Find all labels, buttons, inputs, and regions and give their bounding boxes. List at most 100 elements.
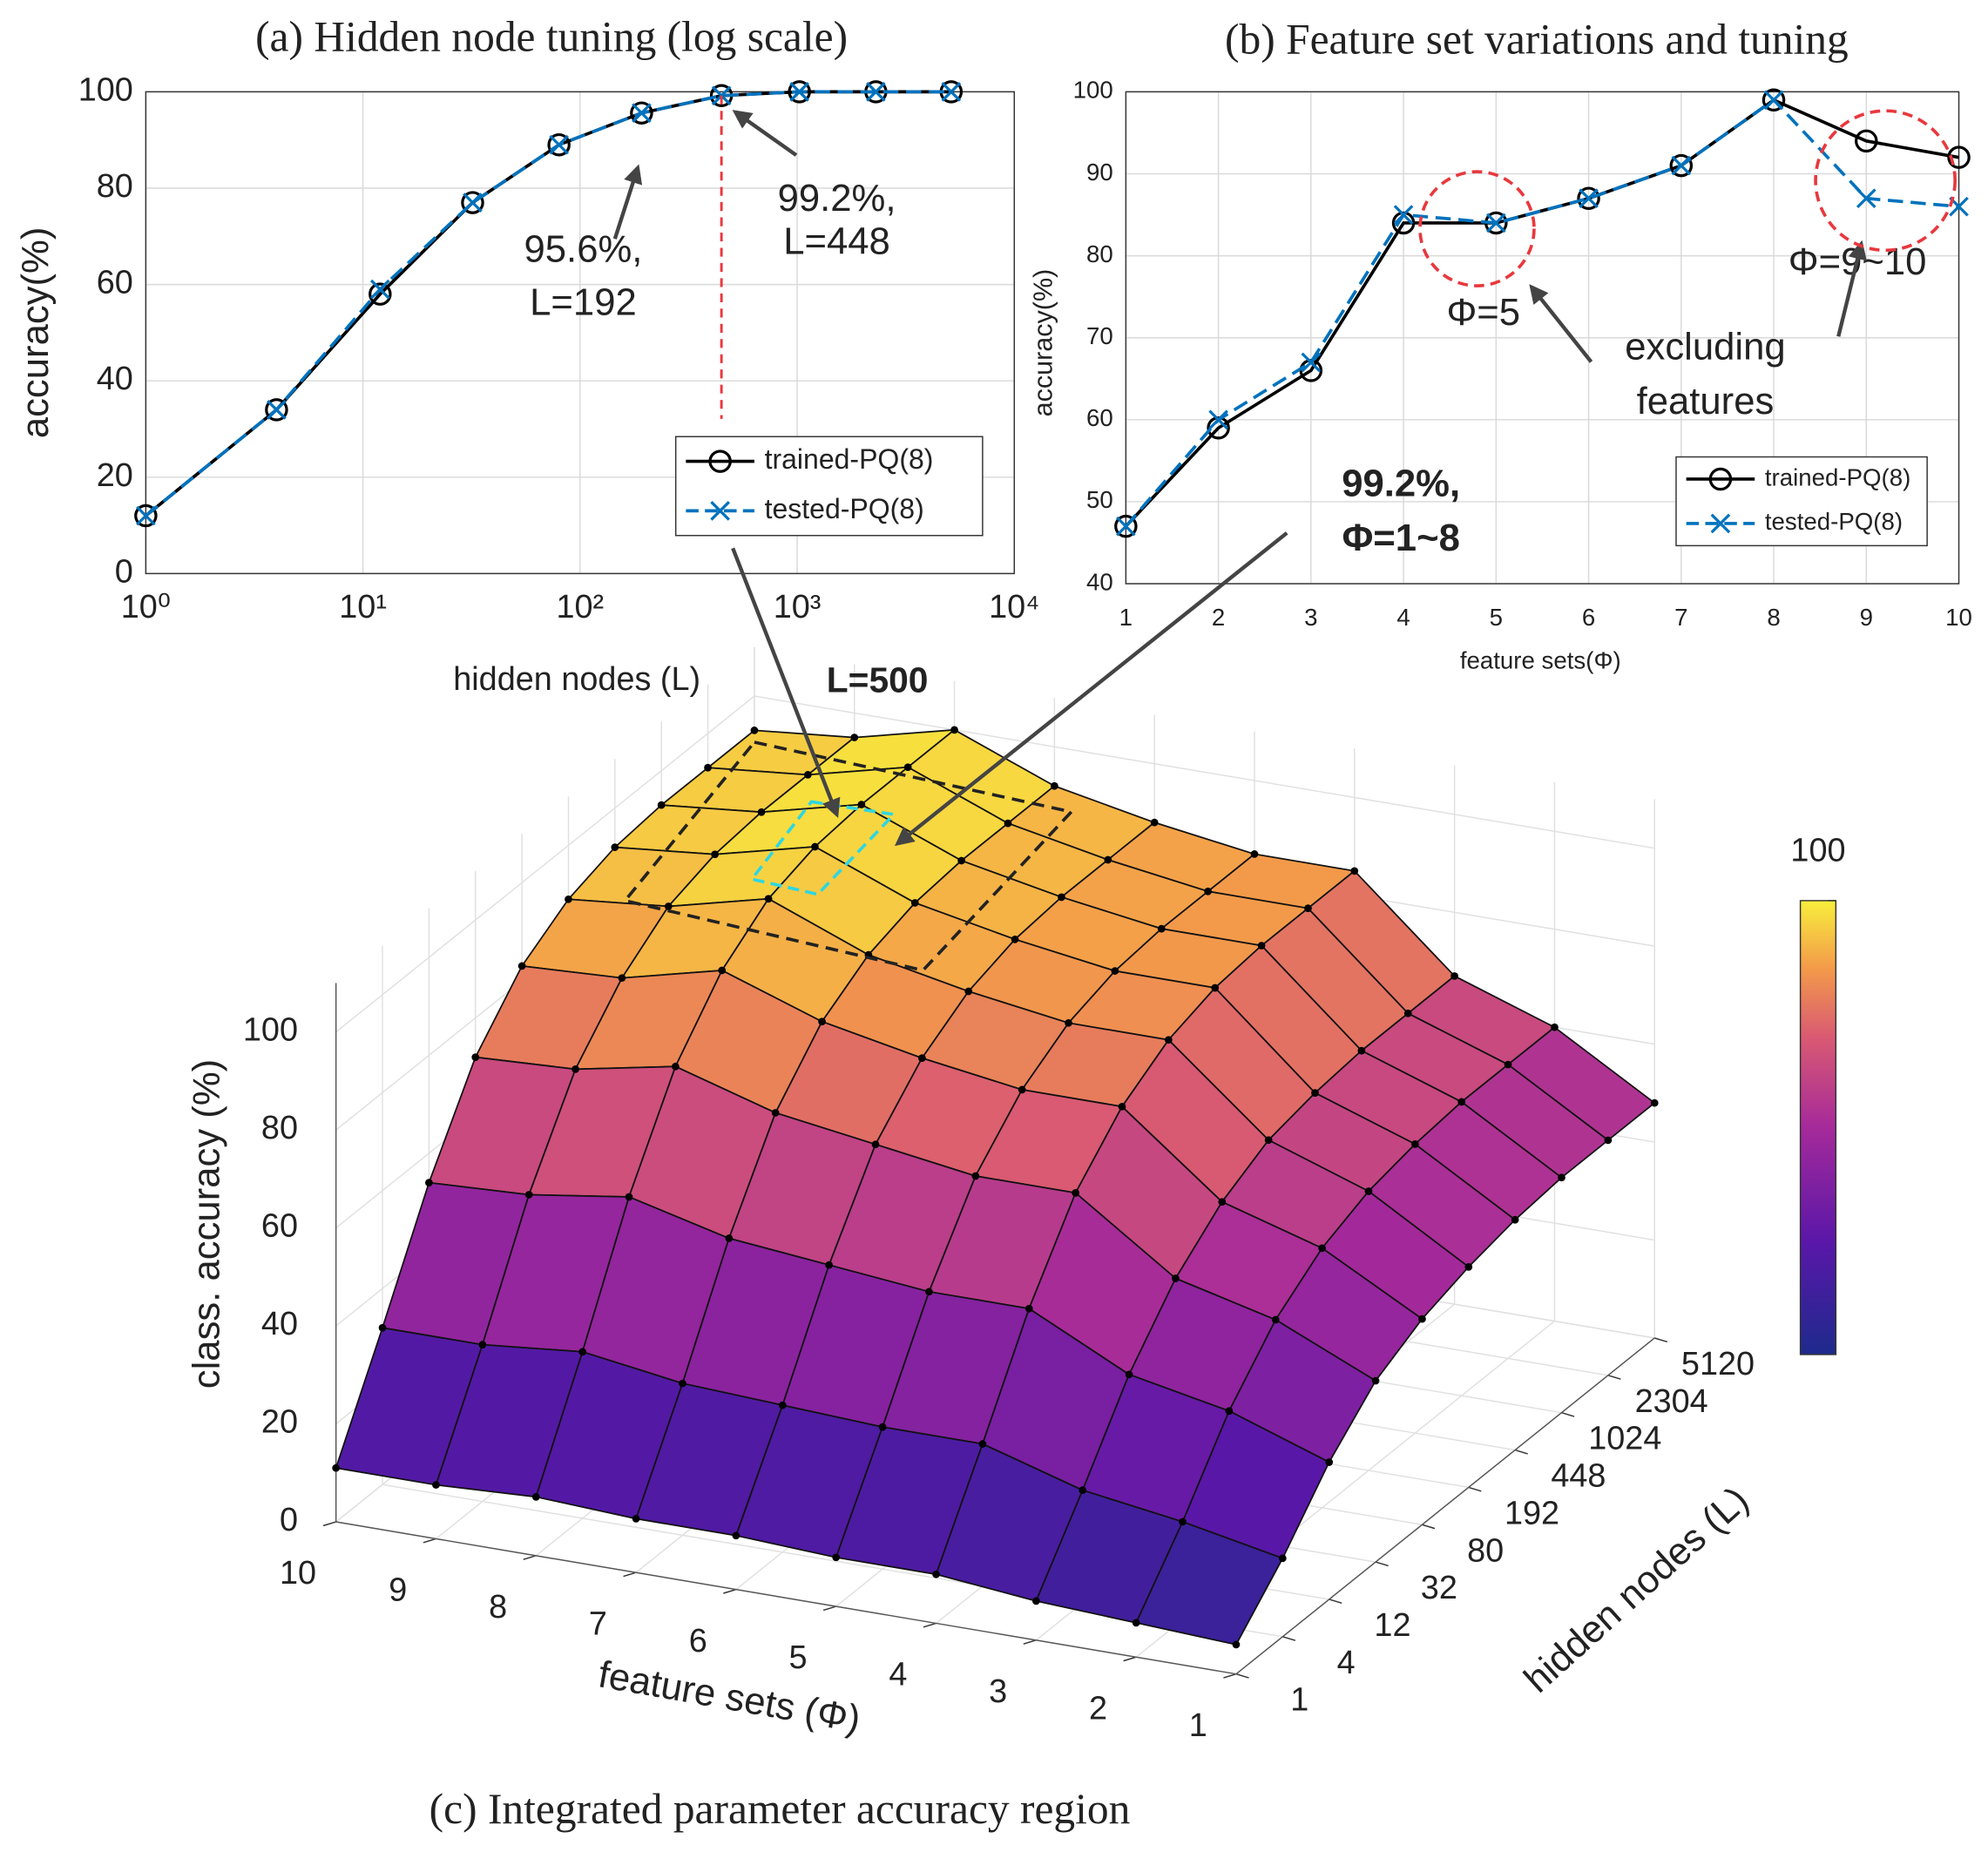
surface-vertex: [1211, 983, 1220, 992]
tick-mark: [1561, 1411, 1575, 1417]
surface-vertex: [971, 1172, 980, 1180]
tick-mark: [1023, 1639, 1037, 1645]
x-tick-label: 4: [1396, 604, 1410, 631]
annotation: L=192: [530, 281, 637, 323]
surface-vertex: [478, 1341, 487, 1349]
highlight-circle: [1814, 109, 1957, 253]
y-tick-label: 4: [1337, 1645, 1356, 1681]
legend-label: trained-PQ(8): [1765, 463, 1910, 490]
annotation: features: [1637, 380, 1775, 422]
surface-vertex: [825, 1261, 834, 1269]
x-tick-label: 3: [1304, 604, 1317, 631]
surface-vertex: [425, 1179, 433, 1187]
surface-vertex: [957, 856, 966, 865]
surface-vertex: [1232, 1640, 1241, 1649]
legend-label: tested-PQ(8): [1765, 508, 1903, 535]
tick-mark: [723, 1588, 737, 1594]
tick-mark: [1235, 1673, 1249, 1679]
highlight-region: [748, 800, 897, 896]
surface-vertex: [1157, 924, 1166, 933]
x-tick-label: 6: [689, 1623, 707, 1659]
surface-vertex: [625, 1193, 633, 1201]
data-point: [1669, 153, 1694, 178]
data-point: [1208, 409, 1228, 430]
arrow: [1836, 240, 1867, 337]
surface-vertex: [878, 1423, 887, 1431]
series-line: [145, 90, 951, 517]
surface-vertex: [524, 1191, 533, 1199]
annotation: L=448: [783, 220, 890, 263]
data-point: [370, 279, 390, 300]
surface-vertex: [764, 895, 773, 903]
surface-vertex: [1172, 1274, 1180, 1282]
data-point: [547, 132, 571, 157]
y-tick-label: 60: [1086, 404, 1113, 431]
surface-vertex: [1350, 867, 1359, 875]
surface-vertex: [757, 808, 766, 816]
surface-vertex: [664, 902, 673, 910]
z-tick-label: 20: [261, 1404, 298, 1441]
surface-vertex: [1650, 1098, 1659, 1107]
y-tick-label: 60: [97, 265, 133, 301]
data-point: [461, 191, 484, 214]
surface-vertex: [1271, 1315, 1280, 1324]
tick-mark: [1375, 1561, 1389, 1567]
surface-vertex: [850, 733, 859, 741]
x-axis-label: feature sets(Φ): [1460, 647, 1621, 674]
surface-vertex: [1418, 1315, 1426, 1323]
surface-vertex: [871, 1140, 880, 1149]
x-tick-label: 7: [589, 1605, 607, 1642]
data-point: [1855, 129, 1878, 153]
y-tick-label: 5120: [1681, 1346, 1755, 1382]
surface-vertex: [1051, 781, 1058, 790]
surface-vertex: [1257, 942, 1266, 950]
annotation: 95.6%,: [524, 227, 643, 270]
surface-vertex: [932, 1570, 940, 1578]
x-tick-label: 2: [1212, 604, 1225, 631]
surface-vertex: [750, 727, 759, 734]
plot-frame: [1125, 91, 1960, 585]
z-tick-label: 0: [280, 1502, 298, 1538]
x-tick-label: 5: [1490, 604, 1503, 631]
y-tick-label: 20: [97, 457, 133, 494]
surface-vertex: [732, 1531, 740, 1540]
x-tick-label: 10²: [556, 589, 604, 625]
surface-vertex: [1164, 1036, 1173, 1044]
data-point: [941, 82, 962, 102]
data-point: [1393, 205, 1414, 225]
surface-vertex: [578, 1348, 587, 1356]
x-tick-label: 10¹: [339, 589, 387, 625]
surface-vertex: [771, 1109, 780, 1117]
data-point: [630, 101, 653, 125]
annotation: excluding: [1625, 325, 1785, 368]
tick-mark: [1514, 1449, 1528, 1455]
x-tick-label: 5: [789, 1639, 808, 1676]
surface-vertex: [1450, 972, 1458, 980]
data-point: [1579, 188, 1599, 209]
y-tick-label: 70: [1086, 322, 1113, 349]
surface-vertex: [1225, 1407, 1234, 1416]
legend-marker: [708, 449, 732, 473]
surface-vertex: [1018, 1085, 1026, 1094]
tick-mark: [1223, 1673, 1237, 1679]
surface-vertex: [857, 801, 866, 808]
legend-marker: [1708, 467, 1733, 491]
tick-mark: [623, 1571, 637, 1578]
tick-mark: [523, 1555, 537, 1560]
x-tick-label: 10: [280, 1555, 316, 1592]
x-tick-label: 1: [1189, 1707, 1207, 1744]
surface-vertex: [1318, 1244, 1326, 1253]
surface-vertex: [925, 1288, 933, 1296]
colorbar: [1799, 900, 1837, 1355]
surface-vertex: [672, 1062, 680, 1071]
y-tick-label: 1: [1290, 1682, 1308, 1719]
y-tick-label: 80: [1086, 240, 1113, 267]
chart-title: (c) Integrated parameter accuracy region: [429, 1785, 1131, 1833]
data-point: [136, 505, 156, 526]
data-point: [1671, 155, 1692, 176]
data-point: [463, 193, 483, 213]
data-point: [1577, 186, 1600, 210]
x-tick-label: 7: [1674, 604, 1687, 631]
y-tick-label: 2304: [1635, 1383, 1708, 1420]
